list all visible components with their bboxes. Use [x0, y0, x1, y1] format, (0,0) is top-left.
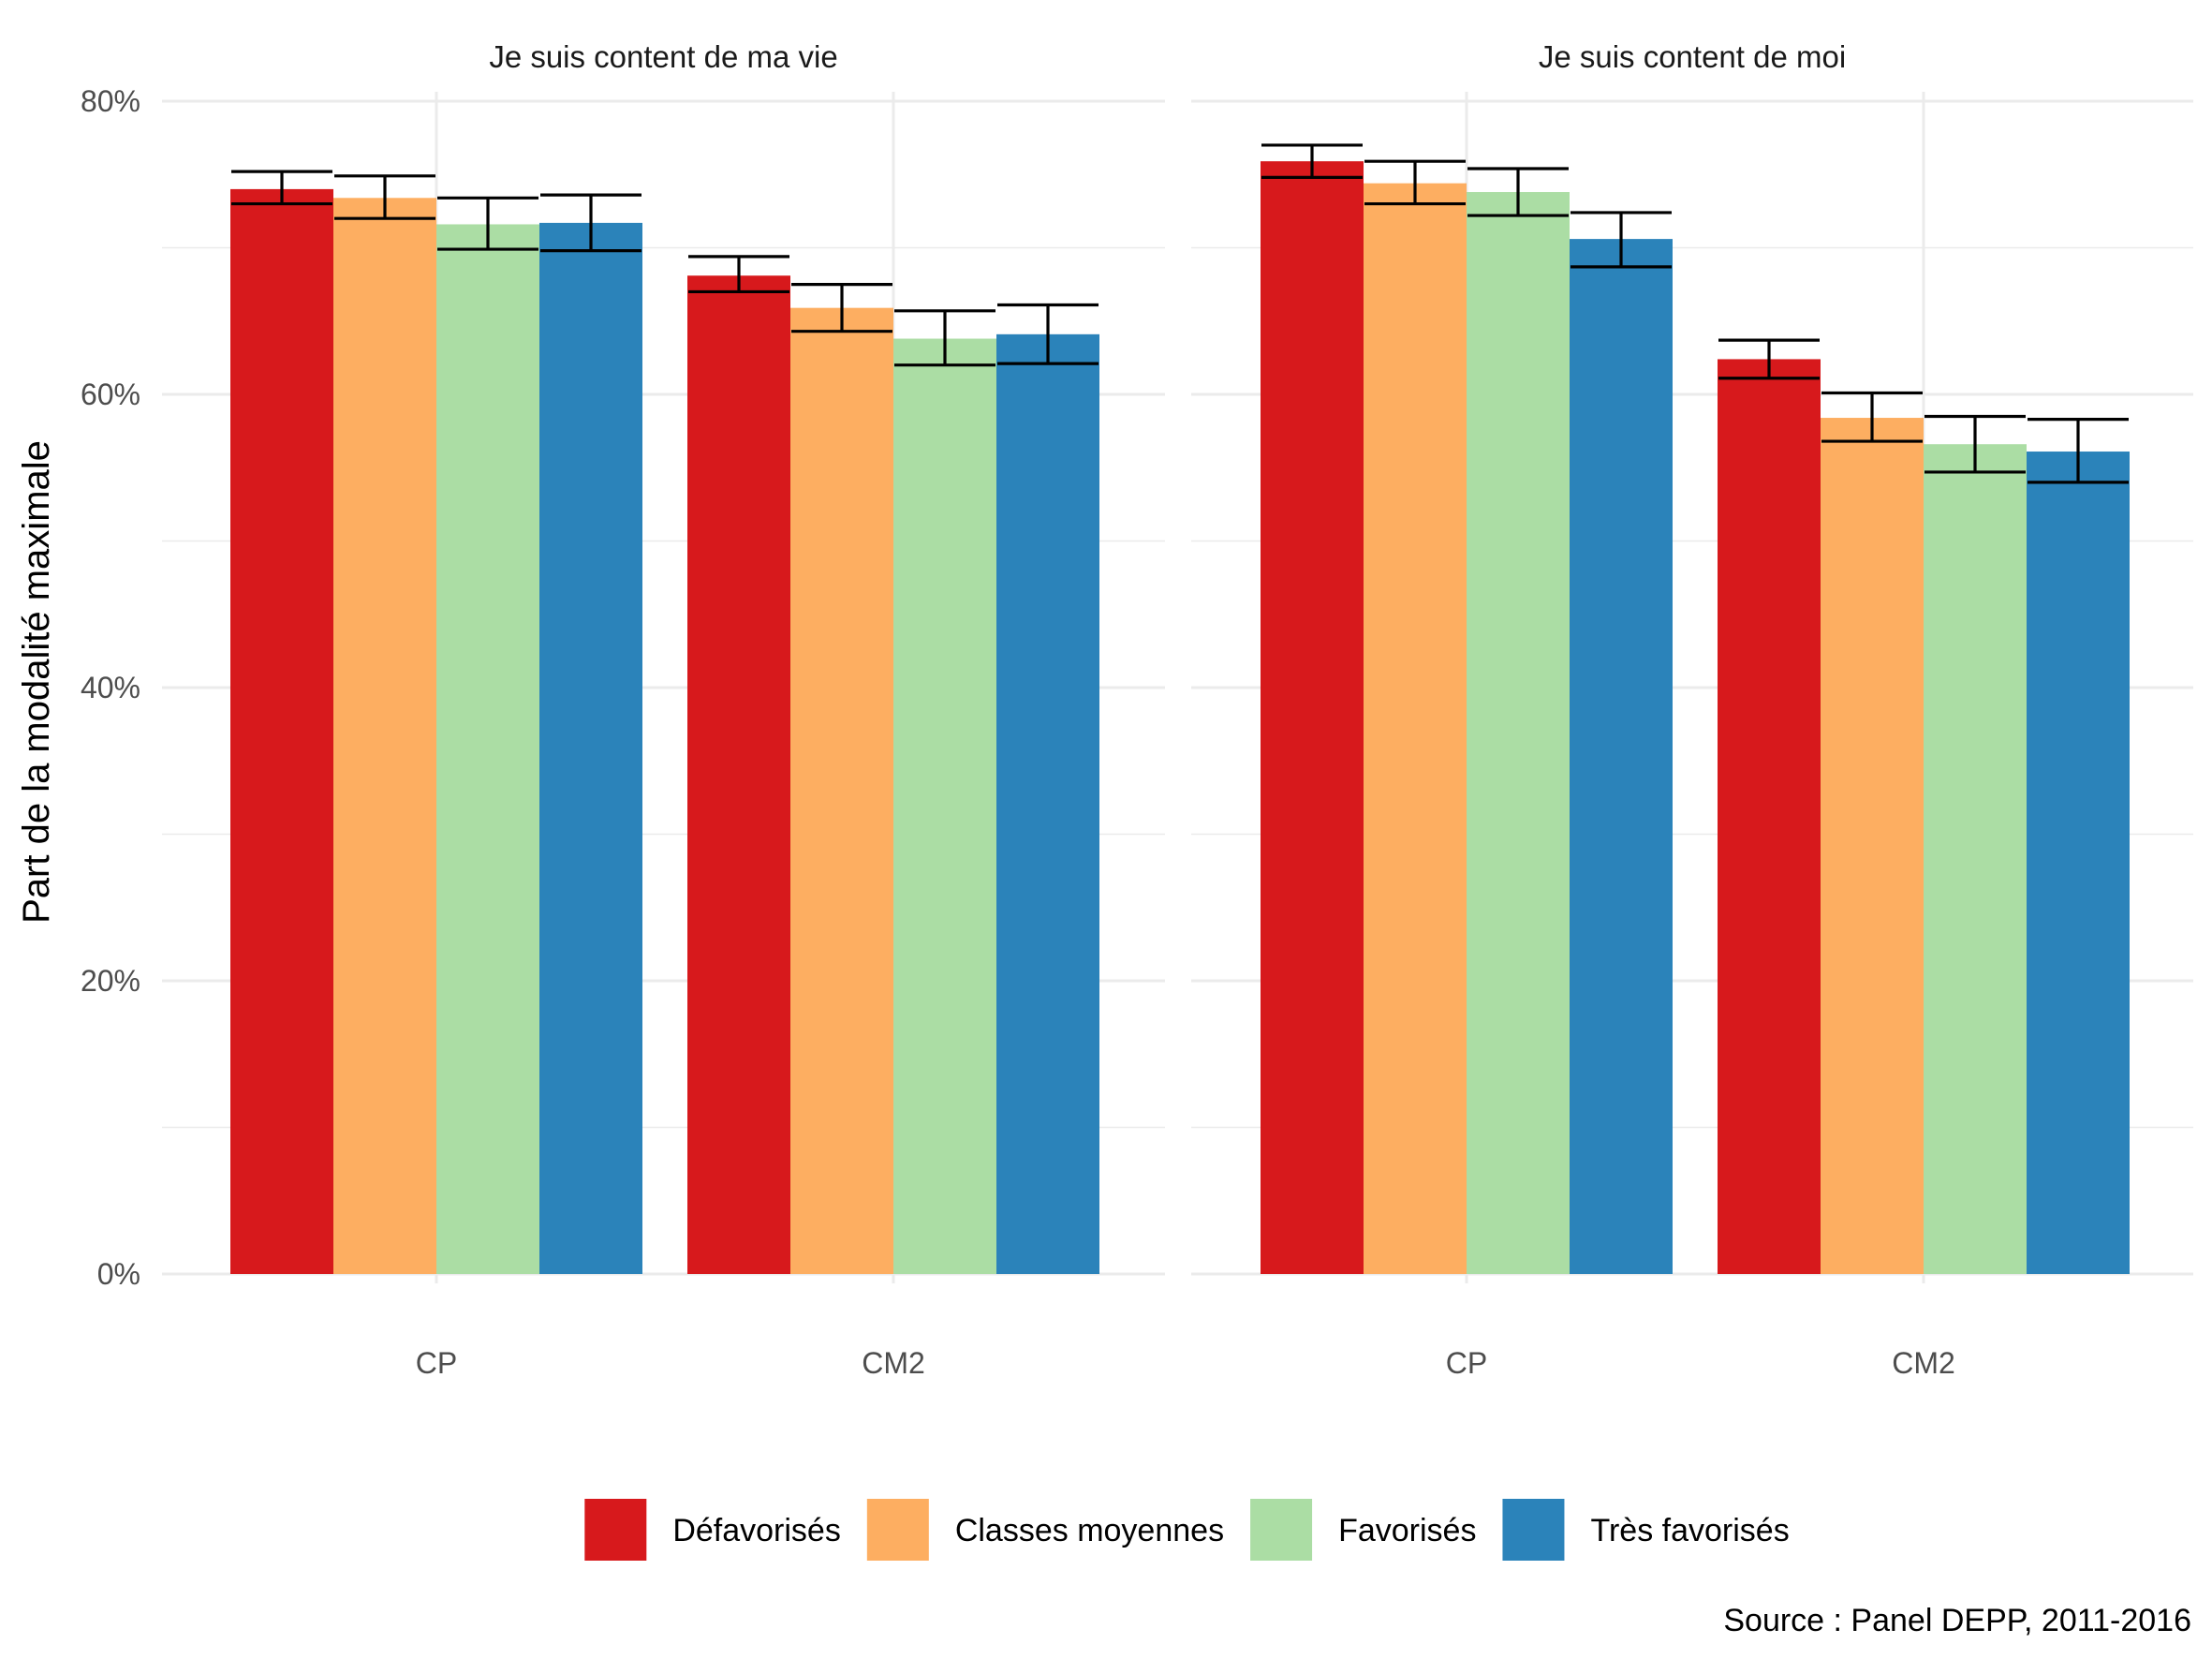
y-tick-label: 80% — [81, 84, 140, 118]
y-tick-label: 20% — [81, 964, 140, 998]
y-tick-label: 40% — [81, 671, 140, 704]
bar-très-favorisés — [2027, 452, 2130, 1274]
error-bar — [1718, 338, 1820, 380]
error-bar — [437, 196, 538, 251]
error-bar — [688, 255, 789, 294]
bar-classes-moyennes — [1364, 183, 1467, 1274]
error-bar — [2028, 418, 2129, 484]
error-bar — [1924, 414, 2026, 474]
legend-label: Défavorisés — [672, 1513, 841, 1548]
panel-2: Je suis content de moi CP CM2 — [1191, 39, 2193, 1380]
bar-classes-moyennes — [333, 198, 436, 1274]
legend-swatch — [866, 1499, 929, 1561]
facet-title: Je suis content de moi — [1539, 39, 1846, 74]
error-bar — [1467, 167, 1569, 217]
bar-favorisés — [893, 338, 996, 1274]
legend-label: Favorisés — [1338, 1513, 1476, 1548]
y-axis-ticks: 0% 20% 40% 60% 80% — [81, 84, 140, 1291]
x-tick-label: CM2 — [862, 1346, 925, 1380]
legend-swatch — [1250, 1499, 1313, 1561]
bar-très-favorisés — [996, 333, 1099, 1275]
legend: Défavorisés Classes moyennes Favorisés Très… — [584, 1499, 1790, 1561]
y-tick-label: 0% — [97, 1257, 140, 1291]
legend-label: Très favorisés — [1590, 1513, 1789, 1548]
bar-classes-moyennes — [1821, 418, 1924, 1274]
x-tick-label: CP — [416, 1346, 457, 1380]
error-bar — [791, 283, 892, 333]
source-caption: Source : Panel DEPP, 2011-2016 — [1723, 1603, 2191, 1638]
legend-swatch — [584, 1499, 647, 1561]
bar-défavorisés — [1261, 161, 1364, 1274]
x-tick-label: CM2 — [1892, 1346, 1955, 1380]
error-bar — [540, 193, 641, 253]
legend-swatch — [1502, 1499, 1565, 1561]
bar-classes-moyennes — [790, 307, 893, 1274]
facet-title: Je suis content de ma vie — [489, 39, 837, 74]
bar-favorisés — [436, 224, 539, 1275]
error-bar — [894, 309, 995, 367]
legend-item: Favorisés — [1250, 1499, 1476, 1561]
bar-défavorisés — [1718, 359, 1821, 1274]
x-tick-label: CP — [1446, 1346, 1487, 1380]
error-bar — [334, 174, 435, 220]
bar-très-favorisés — [539, 222, 642, 1274]
legend-item: Très favorisés — [1502, 1499, 1790, 1561]
error-bar — [1364, 159, 1466, 206]
error-bar — [1261, 143, 1363, 179]
bar-favorisés — [1467, 192, 1570, 1274]
panel-1: Je suis content de ma vie CP CM2 — [162, 39, 1165, 1380]
bar-très-favorisés — [1570, 239, 1673, 1275]
bar-défavorisés — [230, 188, 333, 1274]
error-bar — [1821, 391, 1923, 443]
y-tick-label: 60% — [81, 378, 140, 411]
error-bar — [1571, 211, 1672, 269]
error-bar — [997, 303, 1099, 365]
legend-item: Défavorisés — [584, 1499, 841, 1561]
bar-favorisés — [1924, 444, 2027, 1275]
y-axis-title: Part de la modalité maximale — [16, 440, 57, 924]
legend-item: Classes moyennes — [866, 1499, 1224, 1561]
error-bar — [231, 170, 332, 206]
legend-label: Classes moyennes — [955, 1513, 1224, 1548]
bar-défavorisés — [687, 275, 790, 1274]
